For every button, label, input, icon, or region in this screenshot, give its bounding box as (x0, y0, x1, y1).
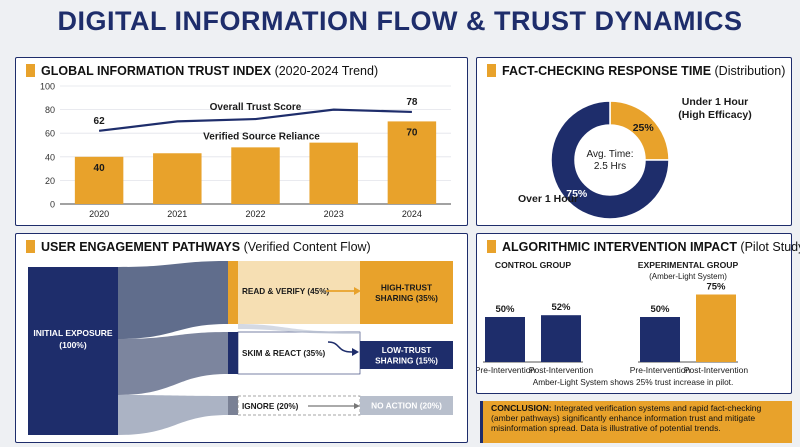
conclusion-label: CONCLUSION: (491, 403, 552, 413)
band-read-verify (238, 261, 360, 324)
fact-check-panel: FACT-CHECKING RESPONSE TIME (Distributio… (476, 57, 792, 226)
x-tick-label: 2024 (402, 209, 422, 219)
title-marker (487, 240, 496, 253)
flow-ribbon (118, 332, 228, 395)
target-label: NO ACTION (20%) (371, 401, 442, 411)
x-tick-label: 2021 (167, 209, 187, 219)
y-tick-label: 20 (45, 176, 55, 186)
bar (640, 317, 680, 362)
bar-value-label: 40 (94, 163, 106, 174)
group-title: EXPERIMENTAL GROUP (638, 260, 739, 270)
line-series-label: Overall Trust Score (210, 102, 302, 113)
bar-value-label: 52% (551, 302, 571, 313)
mid-node-bar (228, 396, 238, 415)
engagement-panel: USER ENGAGEMENT PATHWAYS (Verified Conte… (15, 233, 468, 443)
donut-center-text: 2.5 Hrs (594, 161, 626, 172)
chart-note: Amber-Light System shows 25% trust incre… (533, 377, 734, 387)
y-tick-label: 60 (45, 129, 55, 139)
flow-label: SKIM & REACT (35%) (242, 349, 326, 358)
target-node (360, 261, 453, 324)
donut-center-text: Avg. Time: (586, 149, 633, 160)
title-marker (26, 240, 35, 253)
page-title: DIGITAL INFORMATION FLOW & TRUST DYNAMIC… (57, 6, 743, 36)
x-tick-label: Post-Intervention (684, 365, 749, 375)
target-label: HIGH-TRUST (381, 282, 432, 292)
target-label: SHARING (15%) (375, 355, 438, 365)
title-marker (487, 64, 496, 77)
trust-line (98, 108, 412, 132)
group-title: (Amber-Light System) (649, 272, 727, 281)
flow-ribbon (118, 261, 228, 339)
bar (231, 147, 280, 204)
flow-label: READ & VERIFY (45%) (242, 287, 329, 296)
trust-index-chart: 0 20 40 60 80 100 2020 40 2021 2022 2023 2024 70 62 78… (40, 82, 451, 219)
x-tick-label: 2022 (245, 209, 265, 219)
flow-ribbon (118, 395, 228, 435)
donut-slice (550, 100, 670, 220)
slice-label: Under 1 Hour (682, 96, 749, 108)
bar (696, 294, 736, 362)
bar (153, 153, 202, 204)
y-tick-label: 40 (45, 152, 55, 162)
target-label: LOW-TRUST (382, 345, 432, 355)
x-tick-label: Post-Intervention (529, 365, 594, 375)
flow-arrow (327, 341, 353, 353)
x-tick-label: 2023 (324, 209, 344, 219)
bar (74, 156, 124, 204)
arrow-head (354, 403, 360, 409)
trust-index-title: GLOBAL INFORMATION TRUST INDEX (2020-202… (26, 64, 378, 78)
flow-label: IGNORE (20%) (242, 402, 299, 411)
source-label: (100%) (59, 340, 87, 350)
bar (541, 315, 581, 362)
y-tick-label: 80 (45, 105, 55, 115)
slice-pct-label: 25% (633, 122, 655, 134)
x-tick-label: 2020 (89, 209, 109, 219)
target-label: SHARING (35%) (375, 293, 438, 303)
fact-check-title: FACT-CHECKING RESPONSE TIME (Distributio… (487, 64, 785, 78)
algorithmic-title: ALGORITHMIC INTERVENTION IMPACT (Pilot S… (487, 240, 800, 254)
y-tick-label: 100 (40, 82, 55, 92)
mid-node-bar (228, 261, 238, 324)
target-node (360, 396, 453, 415)
bar-value-label: 70 (406, 127, 418, 138)
x-tick-label: Pre-Intervention (630, 365, 691, 375)
bar-value-label: 50% (650, 304, 670, 315)
arrow-head (354, 287, 361, 295)
source-label: INITIAL EXPOSURE (33, 328, 113, 338)
fact-check-donut: 25% 75% Avg. Time:2.5 Hrs Under 1 Hour(High… (518, 96, 752, 220)
engagement-sankey: INITIAL EXPOSURE (100%) READ & VERIFY (45%… (28, 261, 453, 435)
group-title: CONTROL GROUP (495, 260, 571, 270)
arrow-head (352, 348, 359, 356)
line-value-label: 62 (94, 116, 106, 127)
y-tick-label: 0 (50, 200, 55, 210)
engagement-title: USER ENGAGEMENT PATHWAYS (Verified Conte… (26, 240, 371, 254)
bar-value-label: 75% (706, 282, 726, 293)
bar (387, 121, 437, 204)
algorithmic-chart: CONTROL GROUP 50% Pre-Intervention 52% Post-… (477, 260, 749, 387)
bar-series-label: Verified Source Reliance (203, 131, 320, 142)
x-tick-label: Pre-Intervention (477, 365, 536, 375)
line-value-label: 78 (406, 97, 418, 108)
mid-node-bar (228, 332, 238, 374)
title-marker (26, 64, 35, 77)
target-node (360, 341, 453, 369)
conclusion-text: Integrated verification systems and rapi… (491, 403, 762, 433)
band-skim-react (237, 331, 361, 375)
slice-label: (High Efficacy) (678, 109, 752, 121)
flow-ribbon (238, 324, 360, 334)
bar-value-label: 50% (495, 304, 515, 315)
source-node (28, 267, 118, 435)
slice-label: Over 1 Hour (518, 193, 578, 205)
conclusion-box: CONCLUSION: Integrated verification syst… (480, 401, 792, 443)
bar (309, 142, 358, 204)
algorithmic-panel: ALGORITHMIC INTERVENTION IMPACT (Pilot S… (476, 233, 800, 394)
slice-pct-label: 75% (566, 188, 588, 200)
trust-index-panel: GLOBAL INFORMATION TRUST INDEX (2020-202… (15, 57, 468, 226)
bar (485, 317, 525, 362)
